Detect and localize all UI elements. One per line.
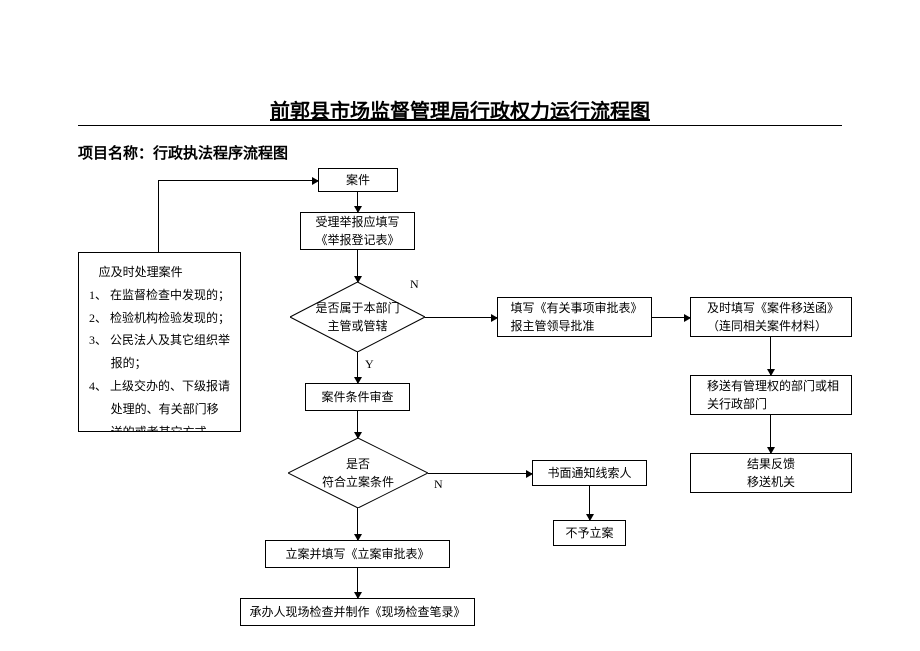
arrow-head [767,447,775,454]
arrow-head [354,276,362,283]
sidebox-item: 2、 检验机构检验发现的； [89,307,230,330]
node-condition-check: 案件条件审查 [305,383,410,411]
connector [425,317,497,318]
node-text: 承办人现场检查并制作《现场检查笔录》 [249,603,465,621]
node-register: 受理举报应填写 《举报登记表》 [300,212,415,250]
node-text: 案件条件审查 [321,388,393,406]
arrow-head [491,314,498,322]
project-name: 项目名称：行政执法程序流程图 [0,124,920,163]
title-underline [78,125,842,126]
node-text: 及时填写《案件移送函》 （连同相关案件材料） [707,299,839,335]
node-no-filing: 不予立案 [553,520,626,546]
label-n: N [434,477,443,492]
arrow-head [684,314,691,322]
decision-jurisdiction: 是否属于本部门 主管或管辖 [290,282,425,352]
arrow-head [767,369,775,376]
node-feedback: 结果反馈 移送机关 [690,453,852,493]
node-text: 不予立案 [565,524,613,542]
arrow-head [354,592,362,599]
node-text: 书面通知线索人 [547,464,631,482]
label-n: N [410,277,419,292]
decision-filing: 是否 符合立案条件 [288,438,428,508]
arrow-head [586,514,594,521]
node-text: 受理举报应填写 《举报登记表》 [315,213,399,249]
node-filing-form: 立案并填写《立案审批表》 [265,540,450,568]
node-site-check: 承办人现场检查并制作《现场检查笔录》 [240,598,475,626]
arrow-head [354,206,362,213]
diamond-text: 是否属于本部门 主管或管辖 [315,299,399,335]
arrow-head [312,177,319,185]
node-transfer-dept: 移送有管理权的部门或相 关行政部门 [690,375,852,415]
arrow-head [354,377,362,384]
diamond-text: 是否 符合立案条件 [322,455,394,491]
connector [158,180,318,181]
arrow-head [354,534,362,541]
node-text: 立案并填写《立案审批表》 [285,545,429,563]
node-text: 移送有管理权的部门或相 关行政部门 [707,377,839,413]
node-text: 结果反馈 移送机关 [747,455,795,491]
label-y: Y [365,357,374,372]
node-approval-form: 填写《有关事项审批表》 报主管领导批准 [497,297,652,337]
node-text: 案件 [346,171,370,189]
node-case: 案件 [318,168,398,192]
node-notify: 书面通知线索人 [532,460,647,486]
sidebox-item: 1、 在监督检查中发现的； [89,284,230,307]
subtitle-prefix: 项目名称： [78,146,153,162]
arrow-head [526,470,533,478]
connector [428,473,532,474]
connector [158,180,159,252]
side-info-box: 应及时处理案件 1、 在监督检查中发现的； 2、 检验机构检验发现的； 3、 公… [78,252,241,432]
subtitle-text: 行政执法程序流程图 [153,146,288,162]
page-title: 前郭县市场监督管理局行政权力运行流程图 [0,0,920,124]
sidebox-item: 4、 上级交办的、下级报请处理的、有关部门移送的或者其它方式、途径获知的 [89,375,230,432]
sidebox-item: 3、 公民法人及其它组织举报的； [89,329,230,375]
arrow-head [354,432,362,439]
sidebox-header: 应及时处理案件 [89,261,230,284]
node-transfer-letter: 及时填写《案件移送函》 （连同相关案件材料） [690,297,852,337]
node-text: 填写《有关事项审批表》 报主管领导批准 [510,299,642,335]
